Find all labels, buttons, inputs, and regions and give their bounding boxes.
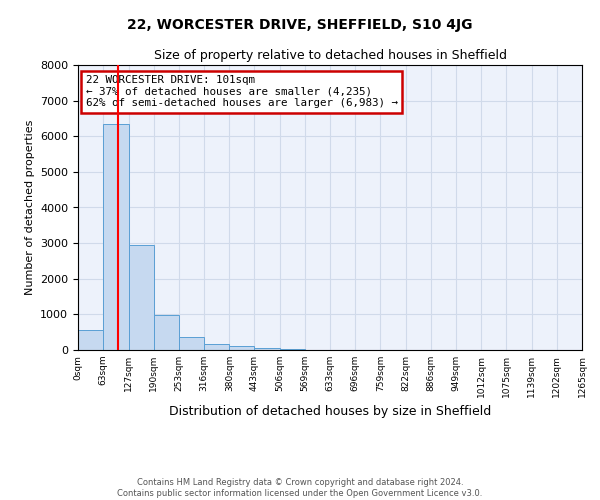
Bar bbox=[204, 344, 229, 350]
Bar bbox=[103, 124, 128, 350]
Bar bbox=[254, 348, 280, 350]
Bar bbox=[179, 337, 204, 350]
Text: Contains HM Land Registry data © Crown copyright and database right 2024.
Contai: Contains HM Land Registry data © Crown c… bbox=[118, 478, 482, 498]
Bar bbox=[128, 245, 154, 350]
Text: 22 WORCESTER DRIVE: 101sqm
← 37% of detached houses are smaller (4,235)
62% of s: 22 WORCESTER DRIVE: 101sqm ← 37% of deta… bbox=[86, 75, 398, 108]
X-axis label: Distribution of detached houses by size in Sheffield: Distribution of detached houses by size … bbox=[169, 406, 491, 418]
Bar bbox=[154, 316, 179, 350]
Title: Size of property relative to detached houses in Sheffield: Size of property relative to detached ho… bbox=[154, 50, 506, 62]
Y-axis label: Number of detached properties: Number of detached properties bbox=[25, 120, 35, 295]
Text: 22, WORCESTER DRIVE, SHEFFIELD, S10 4JG: 22, WORCESTER DRIVE, SHEFFIELD, S10 4JG bbox=[127, 18, 473, 32]
Bar bbox=[280, 349, 305, 350]
Bar bbox=[78, 330, 103, 350]
Bar bbox=[229, 346, 254, 350]
